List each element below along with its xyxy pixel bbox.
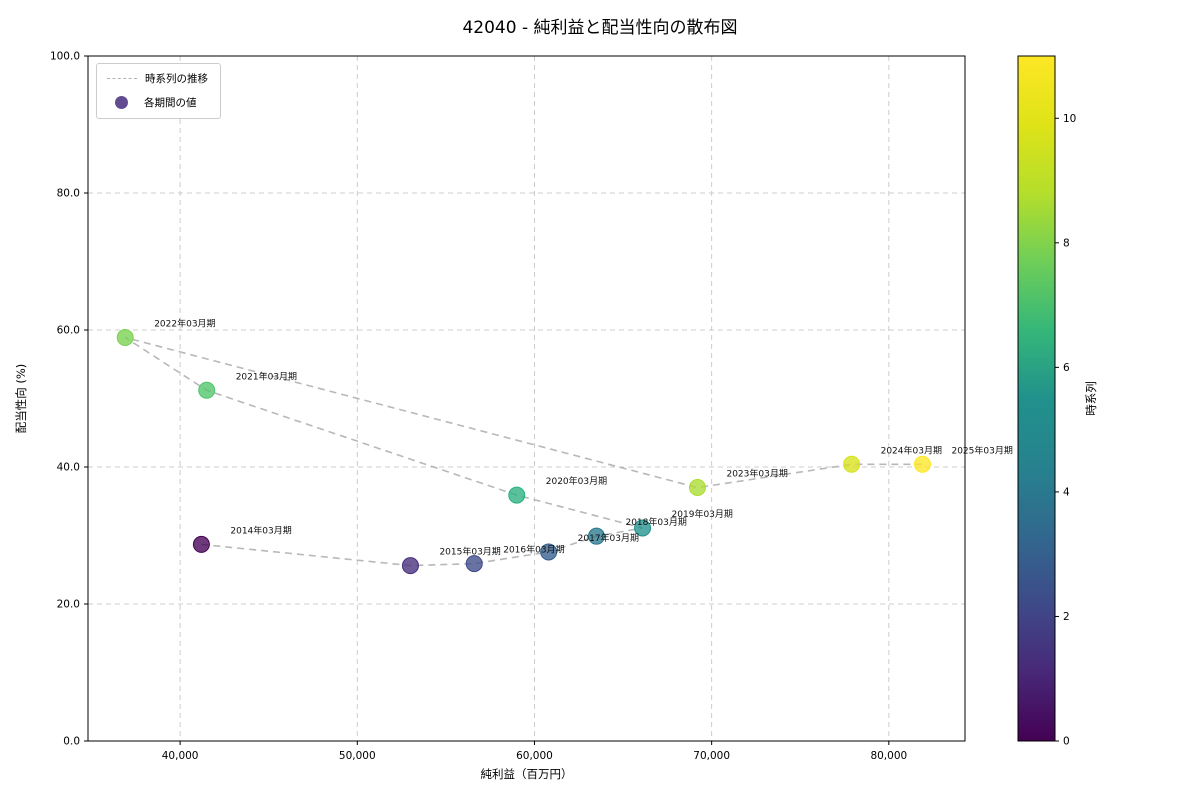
colorbar-tick-label: 6 [1063, 362, 1070, 374]
point-label: 2023年03月期 [726, 468, 787, 480]
x-tick-label: 80,000 [870, 750, 907, 762]
colorbar-tick-label: 8 [1063, 237, 1070, 249]
x-tick-label: 70,000 [693, 750, 730, 762]
point-label: 2017年03月期 [578, 532, 639, 544]
point-label: 2019年03月期 [672, 508, 733, 520]
legend-points-label: 各期間の値 [144, 97, 197, 109]
data-point-2025年03月期 [913, 455, 931, 473]
y-tick-label: 20.0 [57, 599, 80, 611]
x-tick-label: 60,000 [516, 750, 553, 762]
colorbar-tick-label: 10 [1063, 113, 1076, 125]
x-axis: 40,000 50,000 60,000 70,000 80,000 [162, 741, 907, 762]
data-point-2018年03月期 [587, 527, 605, 545]
point-label: 2021年03月期 [236, 370, 297, 382]
colorbar-axis: 0 2 4 6 8 10 [1055, 113, 1076, 748]
x-tick-label: 50,000 [339, 750, 376, 762]
y-axis: 0.0 20.0 40.0 60.0 80.0 100.0 [50, 51, 88, 748]
y-tick-label: 100.0 [50, 51, 80, 63]
colorbar-label: 時系列 [1084, 381, 1098, 416]
colorbar-gradient [1017, 55, 1056, 742]
data-point-2021年03月期 [198, 381, 216, 399]
colorbar-tick-label: 0 [1063, 736, 1070, 748]
point-label: 2022年03月期 [154, 318, 215, 330]
y-axis-label: 配当性向 (%) [14, 364, 28, 434]
data-point-2024年03月期 [843, 455, 861, 473]
legend: 時系列の推移 各期間の値 [96, 63, 221, 119]
legend-item-trend: 時系列の推移 [107, 71, 208, 86]
point-label: 2018年03月期 [625, 516, 686, 528]
data-point-2017年03月期 [540, 543, 558, 561]
plot-area [88, 56, 965, 741]
y-tick-label: 40.0 [57, 462, 80, 474]
data-point-2022年03月期 [116, 329, 134, 347]
colorbar-tick-label: 2 [1063, 611, 1070, 623]
point-label: 2014年03月期 [230, 524, 291, 536]
data-point-2016年03月期 [465, 555, 483, 573]
plot-frame [87, 55, 966, 742]
data-point-2015年03月期 [401, 557, 419, 575]
data-point-2023年03月期 [688, 479, 706, 497]
point-marker-icon [115, 96, 128, 109]
y-tick-label: 80.0 [57, 188, 80, 200]
point-label: 2015年03月期 [439, 546, 500, 558]
point-label: 2016年03月期 [503, 544, 564, 556]
chart-title: 42040 - 純利益と配当性向の散布図 [462, 18, 738, 38]
y-tick-label: 0.0 [63, 736, 80, 748]
colorbar-tick-label: 4 [1063, 486, 1070, 498]
dashed-line-icon [107, 78, 137, 79]
legend-trend-label: 時系列の推移 [145, 73, 208, 85]
data-point-2019年03月期 [634, 519, 652, 537]
legend-item-points: 各期間の値 [107, 95, 208, 110]
y-tick-label: 60.0 [57, 325, 80, 337]
x-tick-label: 40,000 [162, 750, 199, 762]
point-label: 2024年03月期 [881, 444, 942, 456]
point-label: 2025年03月期 [951, 444, 1012, 456]
point-label: 2020年03月期 [546, 475, 607, 487]
data-point-2020年03月期 [508, 486, 526, 504]
x-axis-label: 純利益（百万円） [481, 767, 573, 781]
data-point-2014年03月期 [192, 535, 210, 553]
